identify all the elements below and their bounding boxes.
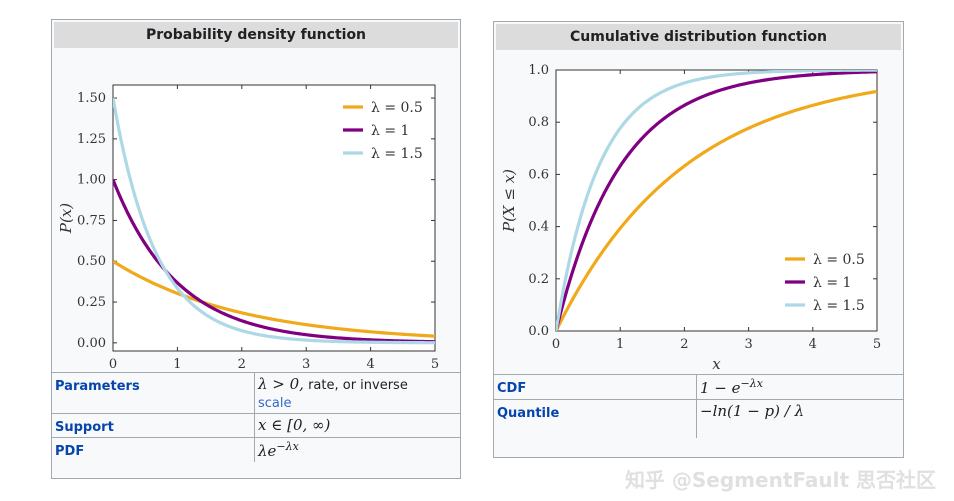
x-tick-label: 0 xyxy=(552,337,560,352)
pdf-chart: 0123450.000.250.500.751.001.251.50xP(x)λ… xyxy=(57,84,439,372)
x-tick-label: 1 xyxy=(616,337,624,352)
x-tick-label: 4 xyxy=(366,357,374,372)
x-tick-label: 2 xyxy=(680,337,688,352)
pdf-formula-exponent: −λx xyxy=(276,440,299,453)
legend-label: λ = 1.5 xyxy=(813,298,865,314)
table-row: PDF λe−λx xyxy=(52,437,460,462)
watermark: 知乎 @SegmentFault 思否社区 xyxy=(624,468,936,492)
pdf-formula: λe xyxy=(258,442,277,460)
cdf-properties-table: CDF 1 − e−λx Quantile −ln(1 − p) / λ xyxy=(494,374,903,438)
parameters-math: λ > 0, xyxy=(258,375,304,393)
y-tick-label: 0.0 xyxy=(528,324,549,339)
y-tick-label: 1.50 xyxy=(77,91,106,106)
y-axis-label: P(x) xyxy=(57,203,75,234)
pdf-key: PDF xyxy=(52,437,255,462)
x-tick-label: 3 xyxy=(744,337,752,352)
legend-label: λ = 0.5 xyxy=(813,252,865,268)
x-tick-label: 1 xyxy=(173,357,181,372)
pdf-title: Probability density function xyxy=(54,22,458,48)
cdf-formula: 1 − e xyxy=(700,379,741,397)
plot-frame xyxy=(555,69,878,332)
series-line-0 xyxy=(113,259,435,338)
legend-label: λ = 1 xyxy=(813,275,851,291)
y-tick-label: 1.00 xyxy=(77,173,106,188)
legend-label: λ = 0.5 xyxy=(371,100,423,116)
y-tick-label: 0.25 xyxy=(77,295,106,310)
table-row: Parameters λ > 0, rate, or inverse scale xyxy=(52,372,460,414)
series-line-2 xyxy=(556,70,877,331)
x-tick-label: 0 xyxy=(109,357,117,372)
table-row: Support x ∈ [0, ∞) xyxy=(52,413,460,438)
cdf-key: CDF xyxy=(494,374,697,400)
y-tick-label: 0.8 xyxy=(528,115,549,130)
legend-label: λ = 1 xyxy=(371,123,409,139)
series-line-1 xyxy=(556,70,877,331)
table-row: CDF 1 − e−λx xyxy=(494,374,903,400)
parameters-key: Parameters xyxy=(52,372,255,414)
y-axis-label: P(X ≤ x) xyxy=(500,169,518,233)
x-tick-label: 2 xyxy=(238,357,246,372)
x-axis-label: x xyxy=(712,355,721,373)
legend-label: λ = 1.5 xyxy=(371,146,423,162)
y-tick-label: 1.0 xyxy=(528,63,549,78)
parameters-value: λ > 0, rate, or inverse scale xyxy=(254,372,460,414)
y-tick-label: 0.4 xyxy=(528,220,549,235)
series-line-2 xyxy=(113,97,435,345)
support-value: x ∈ [0, ∞) xyxy=(258,416,331,434)
y-tick-label: 0.6 xyxy=(528,167,549,182)
y-tick-label: 1.25 xyxy=(77,132,106,147)
cdf-title: Cumulative distribution function xyxy=(496,24,901,50)
scale-link[interactable]: scale xyxy=(258,396,292,411)
cdf-chart: 0 1 2 3 4 5 0.0 0.2 0.4 0.6 0.8 1.0 x P(X ≤ x) λ = 0.5… xyxy=(500,63,881,373)
plot-frame xyxy=(112,84,436,352)
y-tick-label: 0.50 xyxy=(77,254,106,269)
quantile-key: Quantile xyxy=(494,399,697,438)
x-tick-label: 5 xyxy=(873,337,881,352)
x-tick-label: 4 xyxy=(809,337,817,352)
cdf-formula-exponent: −λx xyxy=(740,377,763,390)
y-tick-label: 0.00 xyxy=(77,336,106,351)
support-key: Support xyxy=(52,413,255,438)
series-line-0 xyxy=(556,89,877,331)
table-row: Quantile −ln(1 − p) / λ xyxy=(494,399,903,438)
quantile-formula: −ln(1 − p) / λ xyxy=(700,402,805,420)
pdf-properties-table: Parameters λ > 0, rate, or inverse scale… xyxy=(52,372,460,462)
y-tick-label: 0.2 xyxy=(528,272,549,287)
y-tick-label: 0.75 xyxy=(77,213,106,228)
x-tick-label: 3 xyxy=(302,357,310,372)
x-tick-label: 5 xyxy=(431,357,439,372)
parameters-text: rate, or inverse xyxy=(303,378,408,393)
pdf-infobox: Probability density function 0 1 2 3 4 5 0.00 0… xyxy=(51,19,461,479)
